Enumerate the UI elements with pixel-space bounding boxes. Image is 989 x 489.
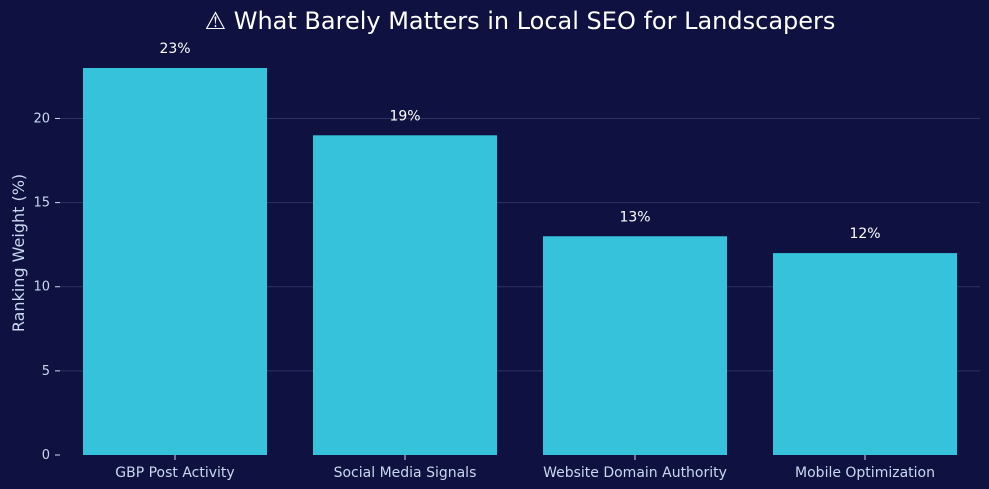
x-tick-label: Mobile Optimization [795,465,935,481]
bar [313,135,497,455]
y-tick-label: 5 [42,364,50,379]
data-labels: 23% 19% 13% 12% [159,41,880,242]
bars [83,68,957,455]
x-tick-label: Social Media Signals [334,465,477,481]
bar [773,253,957,455]
x-tick-labels: GBP Post Activity Social Media Signals Web… [115,455,935,481]
y-tick-labels: 0 5 10 15 20 [33,111,60,463]
bar [543,236,727,455]
y-tick-label: 15 [33,196,50,211]
y-axis-label: Ranking Weight (%) [9,174,28,332]
chart-title: ⚠ What Barely Matters in Local SEO for L… [205,7,836,35]
bar [83,68,267,455]
y-tick-label: 10 [33,280,50,295]
x-tick-label: GBP Post Activity [115,465,234,481]
data-label: 23% [159,41,190,57]
data-label: 13% [619,209,650,225]
y-tick-label: 0 [42,448,50,463]
x-tick-label: Website Domain Authority [543,465,727,481]
data-label: 19% [389,108,420,124]
y-tick-label: 20 [33,111,50,126]
data-label: 12% [849,226,880,242]
